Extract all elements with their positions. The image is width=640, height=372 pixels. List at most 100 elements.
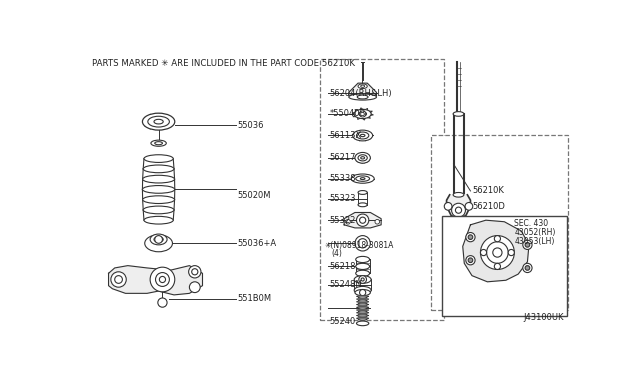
Circle shape	[356, 214, 369, 226]
Ellipse shape	[358, 302, 367, 304]
Text: 56113X: 56113X	[330, 131, 362, 140]
Circle shape	[159, 276, 166, 283]
Circle shape	[355, 235, 371, 251]
Circle shape	[361, 278, 364, 281]
Polygon shape	[344, 212, 381, 228]
Circle shape	[466, 256, 475, 265]
Polygon shape	[349, 83, 376, 97]
Ellipse shape	[143, 206, 174, 214]
Ellipse shape	[154, 119, 163, 124]
Ellipse shape	[358, 308, 367, 309]
Circle shape	[494, 235, 500, 242]
Ellipse shape	[358, 297, 367, 298]
Text: (4): (4)	[332, 249, 343, 258]
Circle shape	[360, 217, 365, 223]
Text: 551B0M: 551B0M	[237, 294, 271, 303]
Ellipse shape	[155, 142, 163, 145]
Ellipse shape	[358, 305, 367, 307]
Circle shape	[346, 219, 350, 224]
Ellipse shape	[361, 157, 365, 159]
FancyBboxPatch shape	[431, 135, 568, 310]
Text: 55322: 55322	[330, 216, 356, 225]
FancyBboxPatch shape	[442, 216, 568, 316]
Text: 55323: 55323	[330, 194, 356, 203]
Ellipse shape	[358, 319, 367, 320]
Ellipse shape	[356, 298, 369, 300]
Ellipse shape	[351, 174, 374, 183]
Ellipse shape	[358, 84, 367, 89]
Text: 55248N: 55248N	[330, 280, 362, 289]
Text: 55036: 55036	[237, 121, 264, 130]
Text: PARTS MARKED ✳ ARE INCLUDED IN THE PART CODE 56210K: PARTS MARKED ✳ ARE INCLUDED IN THE PART …	[92, 58, 355, 67]
Circle shape	[375, 219, 380, 224]
Ellipse shape	[358, 314, 367, 315]
Ellipse shape	[358, 300, 367, 301]
Ellipse shape	[356, 318, 369, 319]
Text: 43053(LH): 43053(LH)	[515, 237, 555, 246]
Circle shape	[456, 207, 461, 213]
Ellipse shape	[356, 270, 369, 276]
Ellipse shape	[358, 316, 367, 317]
Polygon shape	[447, 195, 470, 219]
Ellipse shape	[356, 312, 369, 313]
Circle shape	[192, 269, 198, 275]
Ellipse shape	[354, 276, 371, 283]
Text: 56204(RH&LH): 56204(RH&LH)	[330, 89, 392, 97]
Circle shape	[468, 235, 473, 240]
Ellipse shape	[143, 113, 175, 130]
Text: 56210D: 56210D	[472, 202, 505, 211]
Circle shape	[486, 242, 508, 263]
Ellipse shape	[453, 112, 464, 116]
Text: 55240: 55240	[330, 317, 356, 326]
Circle shape	[508, 250, 515, 256]
Circle shape	[360, 289, 365, 296]
Ellipse shape	[361, 85, 365, 87]
Circle shape	[359, 276, 367, 283]
Text: 43052(RH): 43052(RH)	[515, 228, 556, 237]
Ellipse shape	[354, 286, 371, 294]
Text: *55040B: *55040B	[330, 109, 366, 118]
Circle shape	[523, 263, 532, 273]
Ellipse shape	[148, 116, 170, 127]
Text: 56217: 56217	[330, 153, 356, 162]
Text: 55036+A: 55036+A	[237, 239, 276, 248]
Ellipse shape	[151, 140, 166, 146]
Ellipse shape	[143, 165, 174, 173]
Circle shape	[466, 232, 475, 242]
Ellipse shape	[143, 186, 175, 193]
Ellipse shape	[144, 155, 173, 163]
Circle shape	[494, 263, 500, 269]
Circle shape	[465, 202, 473, 210]
Text: J43100UK: J43100UK	[523, 313, 564, 322]
Ellipse shape	[360, 178, 365, 180]
Ellipse shape	[154, 237, 163, 242]
Ellipse shape	[356, 176, 369, 181]
Ellipse shape	[358, 203, 367, 207]
Circle shape	[115, 276, 122, 283]
Circle shape	[189, 266, 201, 278]
Circle shape	[481, 250, 486, 256]
Circle shape	[525, 266, 530, 270]
Ellipse shape	[358, 155, 367, 161]
Ellipse shape	[355, 289, 371, 296]
Ellipse shape	[356, 307, 369, 308]
Ellipse shape	[144, 217, 173, 224]
Polygon shape	[463, 220, 529, 282]
Circle shape	[158, 298, 167, 307]
Ellipse shape	[143, 175, 175, 183]
Ellipse shape	[355, 153, 371, 163]
Circle shape	[360, 111, 365, 117]
Circle shape	[189, 282, 200, 293]
Circle shape	[452, 203, 465, 217]
Circle shape	[493, 248, 502, 257]
Ellipse shape	[358, 190, 367, 195]
Ellipse shape	[359, 112, 367, 116]
Ellipse shape	[356, 315, 369, 316]
Ellipse shape	[356, 256, 369, 263]
Ellipse shape	[145, 235, 172, 252]
Text: ✳(N)08918-3081A: ✳(N)08918-3081A	[325, 241, 394, 250]
Ellipse shape	[349, 94, 376, 100]
Ellipse shape	[356, 132, 369, 139]
Ellipse shape	[356, 321, 369, 326]
Circle shape	[523, 240, 532, 250]
